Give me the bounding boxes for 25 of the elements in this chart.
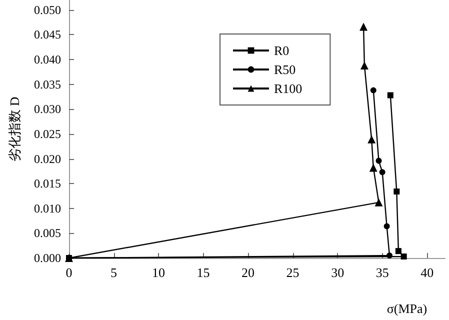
y-tick-label: 0.040 bbox=[34, 52, 61, 67]
x-tick-label: 35 bbox=[376, 265, 389, 280]
y-axis-title: 劣化指数 D bbox=[7, 96, 22, 162]
x-tick-label: 40 bbox=[420, 265, 434, 280]
x-tick-label: 25 bbox=[286, 265, 300, 280]
x-tick-label: 20 bbox=[242, 265, 255, 280]
y-tick-label: 0.045 bbox=[34, 28, 61, 42]
y-tick-label: 0.015 bbox=[34, 176, 61, 191]
legend-label: R0 bbox=[274, 43, 290, 58]
y-tick-label: 0.020 bbox=[34, 152, 61, 166]
y-tick-label: 0.030 bbox=[34, 102, 61, 116]
x-tick-label: 0 bbox=[66, 265, 72, 280]
x-tick-label: 15 bbox=[196, 265, 210, 280]
y-tick-label: 0.050 bbox=[34, 2, 61, 17]
y-tick-label: 0.000 bbox=[34, 251, 61, 265]
y-tick-label: 0.035 bbox=[34, 77, 61, 92]
y-tick-label: 0.025 bbox=[34, 126, 61, 141]
y-tick-label: 0.010 bbox=[34, 201, 61, 216]
x-axis-title: σ(MPa) bbox=[386, 301, 428, 316]
legend-label: R50 bbox=[274, 62, 296, 77]
x-tick-label: 30 bbox=[331, 265, 344, 280]
x-tick-label: 10 bbox=[152, 265, 166, 280]
y-tick-label: 0.005 bbox=[34, 226, 61, 240]
x-tick-label: 5 bbox=[110, 265, 118, 280]
legend-label: R100 bbox=[274, 81, 302, 96]
